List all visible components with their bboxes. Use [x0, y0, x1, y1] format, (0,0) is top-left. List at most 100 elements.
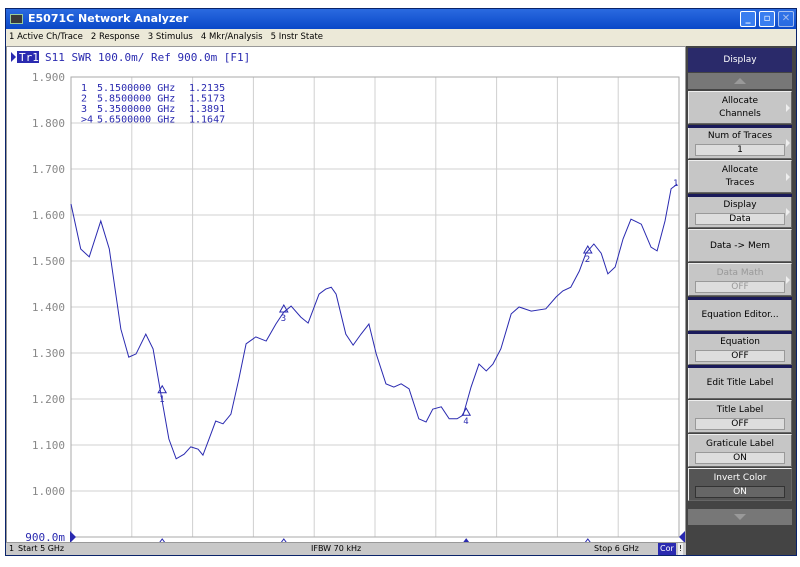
marker-table-frequency: 5.8500000 GHz — [97, 94, 175, 105]
marker-table-value: 1.1647 — [189, 115, 225, 126]
softkey-label: Equation — [720, 337, 760, 347]
warning-flag: ! — [678, 543, 684, 555]
active-trace-arrow-icon — [11, 52, 16, 62]
softkey-invert-color[interactable]: Invert Color ON — [688, 468, 792, 501]
marker-4-icon — [461, 407, 472, 416]
marker-table-id: 3 — [81, 104, 87, 115]
channel-number: 1 — [9, 544, 15, 553]
menu-stimulus[interactable]: 3 Stimulus — [147, 32, 193, 42]
softkey-label: Num of Traces — [707, 131, 773, 141]
softkey-value: OFF — [695, 418, 785, 430]
title-bar: E5071C Network Analyzer _ ▫ ✕ — [6, 9, 796, 29]
trace-label: Tr1 — [19, 51, 39, 64]
menu-mkr-analysis[interactable]: 4 Mkr/Analysis — [200, 32, 263, 42]
menu-bar: 1 Active Ch/Trace 2 Response 3 Stimulus 4 M… — [6, 29, 796, 45]
softkey-label: Display — [723, 200, 757, 210]
trace-line — [70, 183, 678, 460]
softkey-equation-editor[interactable]: Equation Editor... — [688, 298, 792, 331]
menu-response[interactable]: 2 Response — [90, 32, 140, 42]
minimize-button[interactable]: _ — [740, 11, 756, 27]
softkey-data-math[interactable]: Data Math OFF — [688, 263, 792, 296]
softkey-label: Equation Editor... — [701, 310, 779, 320]
softkey-separator — [688, 125, 792, 128]
y-tick-label: 1.200 — [32, 393, 65, 406]
softkey-separator — [688, 365, 792, 368]
softkey-graticule-label[interactable]: Graticule Label ON — [688, 434, 792, 467]
softkey-menu-title: Display — [688, 48, 792, 72]
softkey-separator — [688, 297, 792, 300]
marker-1-icon — [157, 384, 168, 394]
scroll-down-button[interactable] — [688, 509, 792, 525]
stimulus-marker-3-icon — [280, 538, 287, 542]
close-button[interactable]: ✕ — [778, 11, 794, 27]
softkey-value: OFF — [695, 350, 785, 362]
plot-border — [70, 76, 680, 538]
trace-header: S11 SWR 100.0m/ Ref 900.0m [F1] — [45, 51, 250, 64]
marker-table-frequency: 5.1500000 GHz — [97, 83, 175, 94]
down-arrow-icon — [734, 514, 746, 520]
y-tick-label: 1.500 — [32, 255, 65, 268]
submenu-arrow-icon — [786, 173, 790, 182]
softkey-data-mem[interactable]: Data -> Mem — [688, 229, 792, 262]
analyzer-window: E5071C Network Analyzer _ ▫ ✕ 1 Active C… — [5, 8, 797, 556]
up-arrow-icon — [734, 78, 746, 84]
marker-table-value: 1.5173 — [189, 94, 225, 105]
marker-table-value: 1.2135 — [189, 83, 225, 94]
softkey-label: Data Math — [716, 268, 764, 278]
softkey-num-of-traces[interactable]: Num of Traces 1 — [688, 126, 792, 159]
marker-2-icon — [582, 245, 593, 254]
softkey-label: Invert Color — [713, 473, 767, 483]
marker-3-icon — [278, 304, 289, 313]
submenu-arrow-icon — [786, 139, 790, 148]
softkey-equation[interactable]: Equation OFF — [688, 332, 792, 365]
y-tick-label: 1.100 — [32, 439, 65, 452]
menu-active-ch-trace[interactable]: 1 Active Ch/Trace — [9, 32, 83, 42]
start-frequency[interactable]: Start 5 GHz — [18, 544, 65, 553]
marker-label: 3 — [281, 314, 286, 324]
softkey-label: Edit Title Label — [706, 378, 774, 388]
y-tick-label: 1.400 — [32, 301, 65, 314]
softkey-value: 1 — [695, 144, 785, 156]
y-tick-label: 1.900 — [32, 71, 65, 84]
softkey-value: OFF — [695, 281, 785, 293]
chart-panel: Tr1 S11 SWR 100.0m/ Ref 900.0m [F1] 1.900 1… — [6, 46, 686, 543]
app-icon — [10, 14, 23, 24]
menu-instr-state[interactable]: 5 Instr State — [270, 32, 324, 42]
softkey-label: Allocate Channels — [719, 96, 761, 119]
marker-label: 4 — [463, 417, 468, 427]
submenu-arrow-icon — [786, 208, 790, 217]
softkey-label: Title Label — [716, 405, 764, 415]
submenu-arrow-icon — [786, 276, 790, 285]
marker-label: 2 — [585, 255, 590, 265]
trace-end-label: 1 — [673, 179, 678, 189]
marker-table-id: >4 — [81, 115, 93, 126]
trace-label-bg — [17, 51, 39, 63]
marker-table-frequency: 5.6500000 GHz — [97, 115, 175, 126]
marker-table-value: 1.3891 — [189, 104, 225, 115]
softkey-label: Data -> Mem — [709, 241, 771, 251]
trace-plot: Tr1 S11 SWR 100.0m/ Ref 900.0m [F1] 1.900 1… — [11, 51, 685, 542]
y-tick-label: 1.000 — [32, 485, 65, 498]
marker-table-frequency: 5.3500000 GHz — [97, 104, 175, 115]
softkey-value: ON — [695, 452, 785, 464]
y-tick-label: 1.800 — [32, 117, 65, 130]
y-tick-label: 1.300 — [32, 347, 65, 360]
softkey-title-label[interactable]: Title Label OFF — [688, 400, 792, 433]
softkey-allocate-traces[interactable]: Allocate Traces — [688, 160, 792, 193]
softkey-allocate-channels[interactable]: Allocate Channels — [688, 91, 792, 124]
softkey-edit-title-label[interactable]: Edit Title Label — [688, 366, 792, 399]
softkey-separator — [688, 331, 792, 334]
ifbw[interactable]: IFBW 70 kHz — [311, 544, 362, 553]
softkey-panel: Display Allocate Channels Num of Traces 1 A… — [686, 46, 796, 555]
y-tick-label: 1.700 — [32, 163, 65, 176]
scroll-up-button[interactable] — [688, 73, 792, 89]
softkey-label: Allocate Traces — [721, 165, 759, 188]
correction-badge: Cor — [658, 543, 676, 555]
submenu-arrow-icon — [786, 104, 790, 113]
softkey-display[interactable]: Display Data — [688, 195, 792, 228]
marker-table-id: 1 — [81, 83, 87, 94]
stimulus-marker-4-icon — [463, 538, 470, 542]
restore-button[interactable]: ▫ — [759, 11, 775, 27]
softkey-value: ON — [695, 486, 785, 498]
stop-frequency[interactable]: Stop 6 GHz — [594, 544, 639, 553]
